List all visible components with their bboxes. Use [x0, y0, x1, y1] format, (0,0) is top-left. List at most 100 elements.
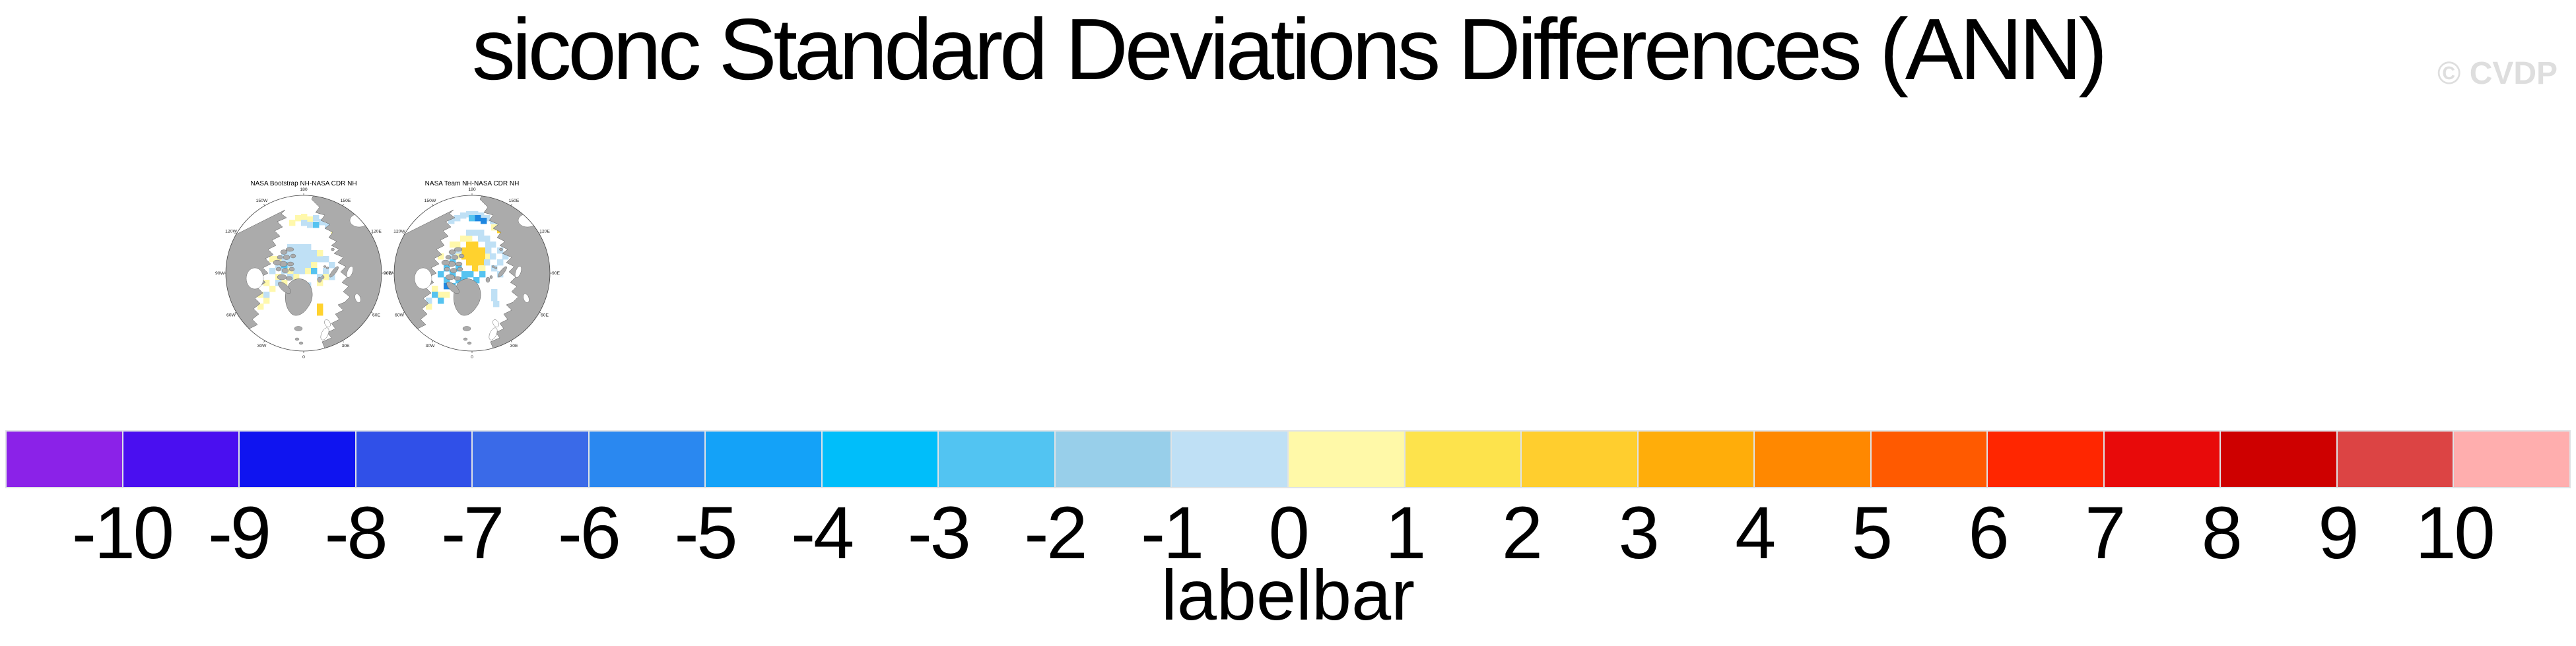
map-patch — [305, 256, 312, 263]
island — [491, 265, 495, 268]
hudson-bay — [414, 267, 432, 290]
map-patch — [467, 271, 474, 278]
map-patch — [263, 280, 270, 286]
island — [294, 337, 300, 341]
hudson-bay — [246, 267, 264, 290]
water-cutout-layer — [246, 213, 369, 340]
map-patch — [466, 259, 473, 266]
map-patch — [319, 219, 325, 226]
map-patch — [329, 262, 335, 269]
labelbar-tick--3: -3 — [907, 492, 971, 574]
map-patch — [432, 286, 438, 292]
map-patch — [432, 292, 438, 298]
map-patch — [281, 280, 288, 286]
labelbar-cell-7 — [822, 432, 938, 487]
labelbar-cell-19 — [2221, 432, 2336, 487]
island — [441, 259, 450, 266]
map-patch — [472, 211, 479, 218]
map-patch — [460, 212, 467, 219]
lon-tick — [234, 311, 236, 313]
map-patch — [466, 230, 473, 236]
island — [323, 265, 327, 268]
map-patch — [323, 256, 329, 263]
map-patch — [317, 280, 323, 286]
lon-tick — [510, 204, 512, 206]
island — [273, 259, 282, 266]
labelbar-cell-8 — [939, 432, 1054, 487]
labelbar-color-strip — [5, 430, 2571, 488]
map-patch — [481, 218, 487, 224]
map-patch — [426, 304, 432, 310]
lon-tick — [263, 204, 265, 206]
island — [454, 247, 463, 252]
map-patch — [484, 236, 491, 242]
landmass-greenland — [285, 278, 313, 316]
water-cutout-layer — [414, 213, 537, 340]
island — [458, 253, 465, 259]
lon-tick — [432, 204, 434, 206]
map-patch — [257, 304, 264, 310]
lon-label-60E: 60E — [372, 313, 381, 318]
island — [445, 274, 456, 280]
map-panel-1: NASA Team NH-NASA CDR NH 180 150E 120E 90E 6… — [384, 180, 560, 360]
labelbar-tick--2: -2 — [1024, 492, 1087, 574]
map-patch — [293, 262, 300, 269]
labelbar-tick-1: 1 — [1385, 492, 1426, 574]
map-patch — [263, 292, 270, 298]
map-patch — [295, 215, 302, 222]
island — [294, 326, 303, 331]
map-patch — [502, 253, 509, 260]
labelbar-cell-21 — [2454, 432, 2570, 487]
island — [463, 337, 468, 341]
map-patch — [466, 242, 473, 248]
map-patch — [475, 215, 481, 222]
landmass-north-america — [394, 209, 456, 345]
lon-label-150W: 150W — [424, 199, 436, 203]
map-patch — [257, 292, 264, 298]
map-patch — [469, 215, 475, 222]
island — [462, 326, 471, 331]
labelbar-cell-18 — [2104, 432, 2220, 487]
map-patch — [467, 253, 474, 260]
map-patch — [485, 253, 492, 260]
lon-label-0: 0 — [302, 355, 305, 360]
map-patch — [444, 292, 450, 298]
lon-tick-layer — [224, 193, 384, 353]
map-patch — [490, 242, 496, 248]
map-patch — [467, 247, 474, 254]
lon-label-60W: 60W — [226, 313, 236, 318]
island — [321, 275, 325, 279]
map-patch — [287, 250, 294, 257]
island — [317, 276, 322, 283]
labelbar-cell-15 — [1755, 432, 1870, 487]
map-patch — [289, 220, 296, 226]
map-patch — [323, 274, 329, 280]
inland-lake — [355, 294, 361, 303]
lon-label-150E: 150E — [509, 199, 520, 203]
island-layer — [273, 247, 339, 345]
map-patch — [491, 289, 498, 296]
map-patch — [472, 265, 479, 272]
island — [290, 253, 296, 259]
labelbar-cell-20 — [2337, 432, 2453, 487]
labelbar-cell-6 — [706, 432, 821, 487]
map-patch — [472, 230, 479, 236]
labelbar-cell-17 — [1988, 432, 2103, 487]
island — [467, 341, 472, 345]
lon-label-180: 180 — [300, 187, 308, 192]
map-patch — [478, 212, 485, 219]
map-patch — [460, 236, 467, 242]
labelbar-tick--1: -1 — [1140, 492, 1204, 574]
lon-label-120E: 120E — [539, 230, 550, 234]
labelbar-tick--10: -10 — [71, 492, 174, 574]
sea-of-okhotsk — [518, 213, 537, 228]
baltic-sea — [320, 327, 329, 340]
island — [277, 274, 287, 280]
map-patch — [269, 268, 276, 275]
lon-tick — [371, 233, 373, 235]
map-patch — [293, 256, 300, 263]
map-patch — [497, 259, 504, 266]
ob-gulf — [514, 266, 522, 278]
map-patch — [426, 298, 432, 304]
lon-label-120W: 120W — [393, 230, 405, 234]
